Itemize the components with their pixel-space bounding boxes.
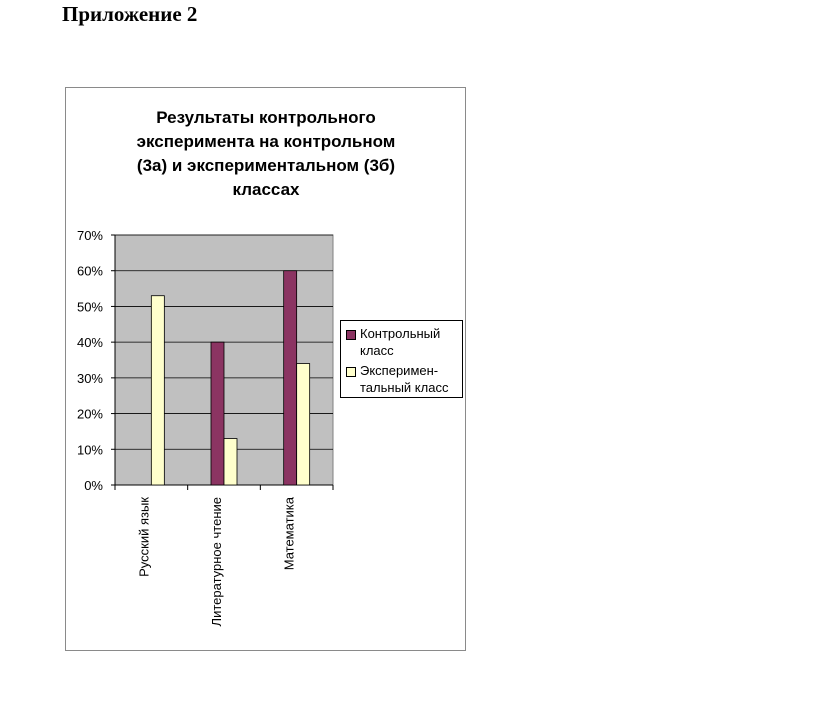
y-tick-label: 40%	[77, 335, 103, 350]
y-tick-label: 70%	[77, 228, 103, 243]
legend-label-line: класс	[360, 343, 394, 358]
chart-title-line: Результаты контрольного	[156, 108, 376, 127]
y-tick-label: 30%	[77, 371, 103, 386]
y-tick-label: 0%	[84, 478, 103, 493]
bar	[296, 363, 311, 486]
bar	[223, 438, 238, 486]
legend-item-experimental: Эксперимен- тальный класс	[346, 362, 461, 396]
y-tick-label: 20%	[77, 407, 103, 422]
chart-title-line: классах	[232, 180, 300, 199]
x-category-label: Русский язык	[136, 497, 151, 577]
x-category-label: Литературное чтение	[209, 497, 224, 626]
chart-title-line: эксперимента на контрольном	[136, 132, 396, 151]
bar	[210, 341, 225, 486]
bar	[283, 270, 298, 486]
x-category-label: Математика	[282, 496, 297, 570]
legend-swatch-experimental	[346, 367, 356, 377]
page-heading: Приложение 2	[62, 2, 198, 26]
legend-item-control: Контрольный класс	[346, 325, 461, 359]
y-tick-label: 60%	[77, 264, 103, 279]
legend-label-line: Контрольный	[360, 326, 441, 341]
legend-label-line: тальный класс	[360, 380, 449, 395]
legend-label-line: Эксперимен-	[360, 363, 439, 378]
chart-legend: Контрольный класс Эксперимен- тальный кл…	[340, 320, 463, 398]
y-tick-label: 50%	[77, 299, 103, 314]
chart-title: Результаты контрольного эксперимента на …	[110, 106, 422, 202]
y-tick-label: 10%	[77, 442, 103, 457]
bar	[150, 295, 165, 486]
chart-title-line: (3а) и экспериментальном (3б)	[136, 156, 396, 175]
legend-swatch-control	[346, 330, 356, 340]
